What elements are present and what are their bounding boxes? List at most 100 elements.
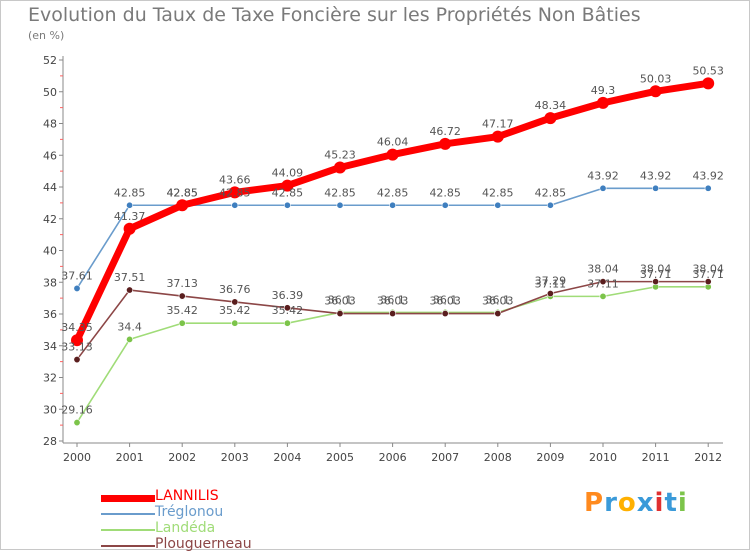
data-point	[178, 292, 186, 300]
data-point	[73, 356, 81, 364]
data-point	[704, 278, 712, 286]
data-label: 35.42	[272, 304, 304, 317]
data-label: 29.16	[61, 404, 93, 417]
y-tick-label: 30	[43, 403, 57, 416]
data-point	[597, 96, 609, 109]
x-tick-label: 2002	[168, 451, 196, 464]
data-label: 37.71	[640, 268, 672, 281]
logo-letter: t	[664, 488, 678, 518]
data-label: 50.03	[640, 72, 672, 85]
data-point	[178, 319, 186, 327]
data-label: 43.92	[640, 169, 672, 182]
data-point	[546, 290, 554, 298]
data-label: 34.4	[117, 320, 142, 333]
data-label: 37.61	[61, 269, 93, 282]
data-point	[389, 310, 397, 318]
legend-swatch	[101, 545, 155, 547]
data-label: 38.04	[692, 263, 724, 276]
chart-title: Evolution du Taux de Taxe Foncière sur l…	[28, 4, 641, 26]
data-point	[599, 184, 607, 192]
x-tick-label: 2000	[63, 451, 91, 464]
data-label: 46.04	[377, 136, 409, 149]
data-label: 36.03	[429, 295, 461, 308]
data-label: 50.53	[692, 64, 724, 77]
data-point	[231, 201, 239, 209]
data-point	[231, 319, 239, 327]
data-label: 42.85	[166, 186, 198, 199]
data-label: 42.85	[429, 186, 461, 199]
data-label: 33.13	[61, 341, 93, 354]
legend-label: Tréglonou	[155, 504, 224, 520]
data-label: 34.35	[61, 321, 93, 334]
data-point	[649, 85, 662, 98]
data-point	[73, 284, 81, 292]
data-point	[126, 335, 134, 343]
y-tick-label: 50	[43, 86, 57, 99]
data-label: 43.92	[692, 169, 724, 182]
data-point	[228, 186, 241, 199]
x-tick-label: 2008	[484, 451, 512, 464]
logo-letter: o	[617, 488, 637, 518]
y-tick-label: 46	[43, 149, 57, 162]
data-point	[176, 199, 189, 212]
data-label: 41.37	[114, 210, 146, 223]
data-point	[702, 77, 715, 90]
data-label: 36.39	[272, 289, 304, 302]
data-label: 47.17	[482, 118, 514, 131]
data-label: 36.1	[328, 293, 353, 306]
legend-label: Landéda	[155, 520, 216, 536]
logo-letter: P	[584, 488, 605, 518]
y-tick-label: 36	[43, 308, 57, 321]
y-tick-label: 38	[43, 276, 57, 289]
x-tick-label: 2004	[273, 451, 301, 464]
legend-label: LANNILIS	[155, 488, 219, 504]
data-point	[283, 304, 291, 312]
data-point	[494, 310, 502, 318]
x-tick-label: 2005	[326, 451, 354, 464]
data-point	[389, 201, 397, 209]
data-label: 49.3	[591, 84, 616, 97]
logo-letter: r	[604, 488, 618, 518]
data-label: 36.03	[324, 295, 356, 308]
data-point	[126, 201, 134, 209]
logo-letter: i	[654, 488, 665, 518]
x-tick-label: 2011	[642, 451, 670, 464]
legend-swatch	[101, 513, 155, 515]
legend-swatch	[101, 529, 155, 531]
data-label: 37.29	[535, 275, 567, 288]
data-point	[441, 201, 449, 209]
data-point	[283, 201, 291, 209]
data-label: 37.11	[587, 277, 619, 290]
data-point	[336, 310, 344, 318]
x-tick-label: 2003	[221, 451, 249, 464]
legend-label: Plouguerneau	[155, 536, 252, 552]
data-point	[599, 278, 607, 286]
data-label: 37.13	[166, 277, 198, 290]
logo-letter: x	[636, 488, 655, 518]
data-point	[494, 201, 502, 209]
x-tick-label: 2007	[431, 451, 459, 464]
x-tick-label: 2010	[589, 451, 617, 464]
y-tick-label: 32	[43, 372, 57, 385]
data-label: 37.11	[535, 277, 567, 290]
y-tick-label: 34	[43, 340, 57, 353]
x-tick-label: 2006	[379, 451, 407, 464]
data-label: 36.03	[377, 295, 409, 308]
x-tick-label: 2001	[116, 451, 144, 464]
data-label: 35.42	[219, 304, 251, 317]
data-label: 42.85	[114, 186, 146, 199]
data-label: 42.85	[166, 186, 198, 199]
data-point	[652, 278, 660, 286]
data-label: 42.85	[324, 186, 356, 199]
data-point	[336, 201, 344, 209]
data-label: 38.04	[640, 263, 672, 276]
data-label: 36.1	[380, 293, 405, 306]
data-label: 43.66	[219, 173, 251, 186]
data-point	[599, 292, 607, 300]
y-tick-label: 44	[43, 181, 57, 194]
data-label: 43.92	[587, 169, 619, 182]
proxiti-logo: Proxiti	[584, 488, 688, 518]
data-point	[441, 310, 449, 318]
data-label: 36.1	[433, 293, 458, 306]
